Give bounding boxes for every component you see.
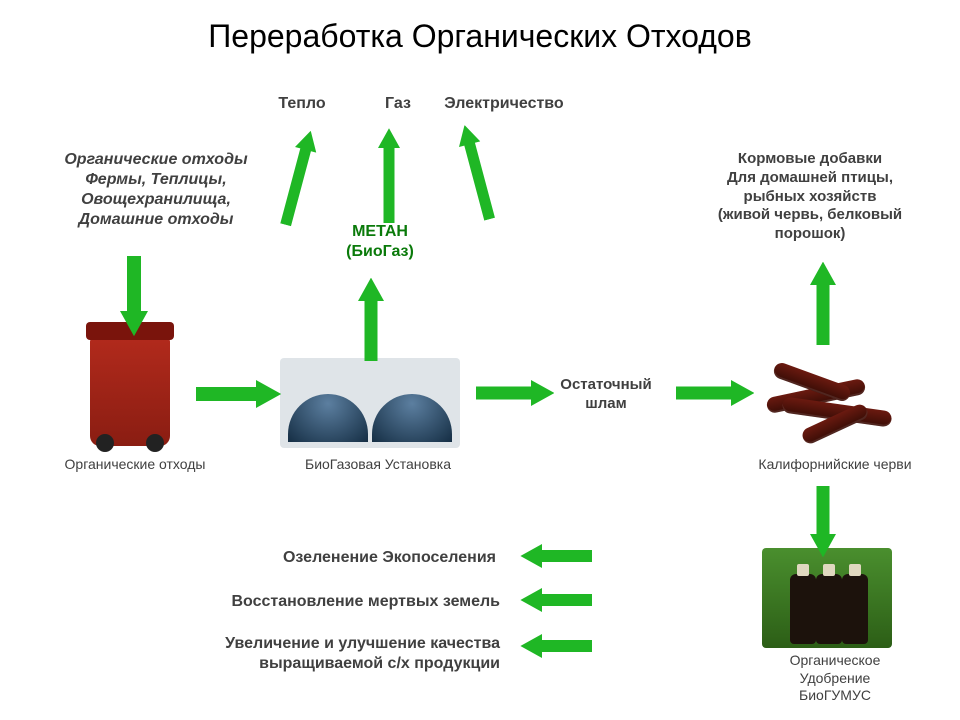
- arrow-digester-to-sludge: [476, 380, 554, 406]
- label-waste_sources: Органические отходыФермы, Теплицы,Овощех…: [46, 150, 266, 230]
- arrow-sludge-to-worms: [676, 380, 754, 406]
- waste-bin-icon: [90, 336, 170, 446]
- worms-icon: [752, 346, 902, 446]
- label-residual_sludge: Остаточныйшлам: [546, 376, 666, 414]
- label-fertilizer_caption: ОрганическоеУдобрениеБиоГУМУС: [760, 652, 910, 705]
- label-heat: Тепло: [262, 94, 342, 114]
- label-outcome1: Озеленение Экопоселения: [196, 548, 496, 568]
- arrow-methane-to-gas: [378, 128, 400, 223]
- arrow-methane-to-heat: [275, 128, 321, 228]
- label-outcome3: Увеличение и улучшение качествавыращивае…: [160, 634, 500, 674]
- arrow-fert-to-out3: [520, 634, 592, 658]
- arrow-methane-to-elec: [454, 122, 500, 222]
- arrow-fert-to-out1: [520, 544, 592, 568]
- page-title: Переработка Органических Отходов: [0, 18, 960, 55]
- label-biogas_plant_caption: БиоГазовая Установка: [278, 456, 478, 474]
- label-methane: МЕТАН(БиоГаз): [320, 222, 440, 262]
- label-electricity: Электричество: [424, 94, 584, 114]
- arrow-worms-to-feed: [810, 262, 836, 345]
- arrow-bin-to-digester: [196, 380, 281, 408]
- label-feed_supplements: Кормовые добавкиДля домашней птицы,рыбны…: [680, 150, 940, 244]
- arrow-sources-to-bin: [120, 256, 148, 336]
- biogas-digester-icon: [280, 358, 460, 448]
- arrow-fert-to-out2: [520, 588, 592, 612]
- label-worms_caption: Калифорнийские черви: [730, 456, 940, 474]
- label-gas: Газ: [368, 94, 428, 114]
- label-waste_bin_caption: Органические отходы: [40, 456, 230, 474]
- fertilizer-icon: [762, 548, 892, 648]
- arrow-worms-to-fertilizer: [810, 486, 836, 557]
- label-outcome2: Восстановление мертвых земель: [160, 592, 500, 612]
- arrow-digester-to-methane: [358, 278, 384, 361]
